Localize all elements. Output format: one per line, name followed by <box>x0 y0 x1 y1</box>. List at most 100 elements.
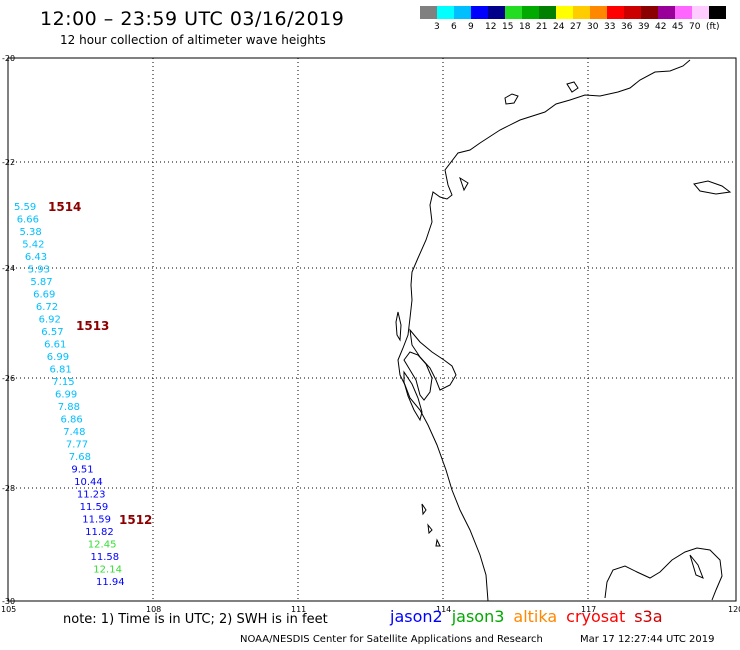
footer: NOAA/NESDIS Center for Satellite Applica… <box>240 634 715 645</box>
legend-swatch <box>658 6 675 19</box>
wave-height-value: 5.59 <box>14 202 36 213</box>
wave-height-value: 5.87 <box>30 277 52 288</box>
legend-label: 36 <box>621 22 633 32</box>
wave-height-value: 12.14 <box>93 565 122 576</box>
legend-label: 45 <box>672 22 684 32</box>
longitude-tick-label: 120 <box>728 605 740 614</box>
legend-swatch <box>454 6 471 19</box>
lat-lon-grid <box>8 58 736 601</box>
legend-label: 18 <box>519 22 531 32</box>
legend-swatch <box>573 6 590 19</box>
color-legend <box>420 6 726 19</box>
satellite-name: altika <box>513 607 558 626</box>
coastline-sharkbay-1 <box>403 351 433 401</box>
legend-swatch <box>590 6 607 19</box>
legend-swatch <box>539 6 556 19</box>
longitude-tick-label: 117 <box>581 605 596 614</box>
coastline-southeast <box>604 547 723 601</box>
wave-height-value: 11.94 <box>96 577 125 588</box>
satellite-name: jason2 <box>390 607 443 626</box>
legend-label: 33 <box>604 22 616 32</box>
legend-swatch <box>624 6 641 19</box>
legend-swatch <box>709 6 726 19</box>
map-subtitle: 12 hour collection of altimeter wave hei… <box>60 33 326 47</box>
island-abrolhos-1 <box>421 503 427 516</box>
wave-height-value: 11.82 <box>85 527 114 538</box>
legend-label: 21 <box>536 22 548 32</box>
legend-label: (ft) <box>706 22 720 32</box>
map-frame <box>7 57 737 602</box>
wave-height-value: 6.86 <box>61 415 83 426</box>
wave-height-value: 5.42 <box>22 240 44 251</box>
wave-height-value: 7.88 <box>58 402 80 413</box>
wave-height-value: 11.59 <box>82 515 111 526</box>
latitude-tick-label: -22 <box>2 158 15 167</box>
wave-height-value: 6.66 <box>17 215 39 226</box>
legend-label: 12 <box>485 22 497 32</box>
island-barrow <box>504 93 519 105</box>
wave-height-value: 7.68 <box>69 452 91 463</box>
footer-timestamp: Mar 17 12:27:44 UTC 2019 <box>580 634 715 645</box>
wave-height-labels: 5.59 6.665.38 5.426.43 5.935.87 6.696.72 6.92… <box>14 202 125 588</box>
wave-height-value: 10.44 <box>74 477 103 488</box>
legend-label: 39 <box>638 22 650 32</box>
pass-number: 1512 <box>119 513 152 527</box>
longitude-tick-label: 108 <box>146 605 161 614</box>
latitude-tick-label: -20 <box>2 54 15 63</box>
wave-height-value: 7.15 <box>52 377 74 388</box>
longitude-tick-label: 111 <box>291 605 306 614</box>
wave-height-value: 11.23 <box>77 490 106 501</box>
longitude-tick-label: 114 <box>436 605 451 614</box>
legend-label: 70 <box>689 22 701 32</box>
legend-label: 24 <box>553 22 565 32</box>
satellite-name: cryosat <box>566 607 626 626</box>
wave-height-value: 7.48 <box>63 427 85 438</box>
satellite-name: jason3 <box>451 607 505 626</box>
wave-height-value: 6.99 <box>47 352 69 363</box>
legend-swatch <box>607 6 624 19</box>
legend-swatch <box>556 6 573 19</box>
satellite-legend: jason2 jason3 altika cryosat s3a <box>390 607 672 626</box>
coastline <box>395 59 732 602</box>
satellite-name: s3a <box>634 607 663 626</box>
pass-number-labels: 1514 1513 1512 <box>48 200 152 527</box>
legend-label: 3 <box>434 22 440 32</box>
legend-swatch <box>692 6 709 19</box>
latitude-tick-label: -28 <box>2 484 15 493</box>
island-abrolhos-3 <box>435 538 441 547</box>
legend-label: 42 <box>655 22 667 32</box>
legend-label: 6 <box>451 22 457 32</box>
legend-label: 27 <box>570 22 582 32</box>
legend-swatch <box>471 6 488 19</box>
legend-swatch <box>675 6 692 19</box>
latitude-tick-label: -26 <box>2 374 15 383</box>
island-abrolhos-2 <box>427 523 433 535</box>
wave-height-value: 5.93 <box>28 265 50 276</box>
units-note: note: 1) Time is in UTC; 2) SWH is in fe… <box>63 612 328 627</box>
legend-swatch <box>420 6 437 19</box>
legend-swatch <box>437 6 454 19</box>
wave-height-value: 6.61 <box>44 340 66 351</box>
map-title: 12:00 – 23:59 UTC 03/16/2019 <box>40 8 345 30</box>
wave-height-value: 6.69 <box>33 290 55 301</box>
axis-tick-labels: 105 108 111 114 117 120 -20 -22 -24 -26 -28 -30 <box>1 54 740 614</box>
pass-number: 1513 <box>76 319 109 333</box>
legend-swatch <box>641 6 658 19</box>
island-small-2 <box>693 180 732 195</box>
wave-height-value: 6.72 <box>36 302 58 313</box>
footer-center: NOAA/NESDIS Center for Satellite Applica… <box>240 634 543 645</box>
coastline-southeast-bay <box>689 554 704 579</box>
wave-height-value: 11.59 <box>80 502 109 513</box>
pass-number: 1514 <box>48 200 81 214</box>
wave-height-value: 9.51 <box>71 465 93 476</box>
legend-swatch <box>505 6 522 19</box>
island-small-1 <box>566 81 579 93</box>
island-dirk-hartog <box>395 311 402 342</box>
latitude-tick-label: -24 <box>2 264 15 273</box>
wave-height-value: 6.81 <box>50 365 72 376</box>
wave-height-value: 6.43 <box>25 252 47 263</box>
latitude-tick-label: -30 <box>2 597 15 606</box>
wave-height-value: 7.77 <box>66 440 88 451</box>
island-small-3 <box>459 176 469 192</box>
coastline-main <box>397 59 691 602</box>
